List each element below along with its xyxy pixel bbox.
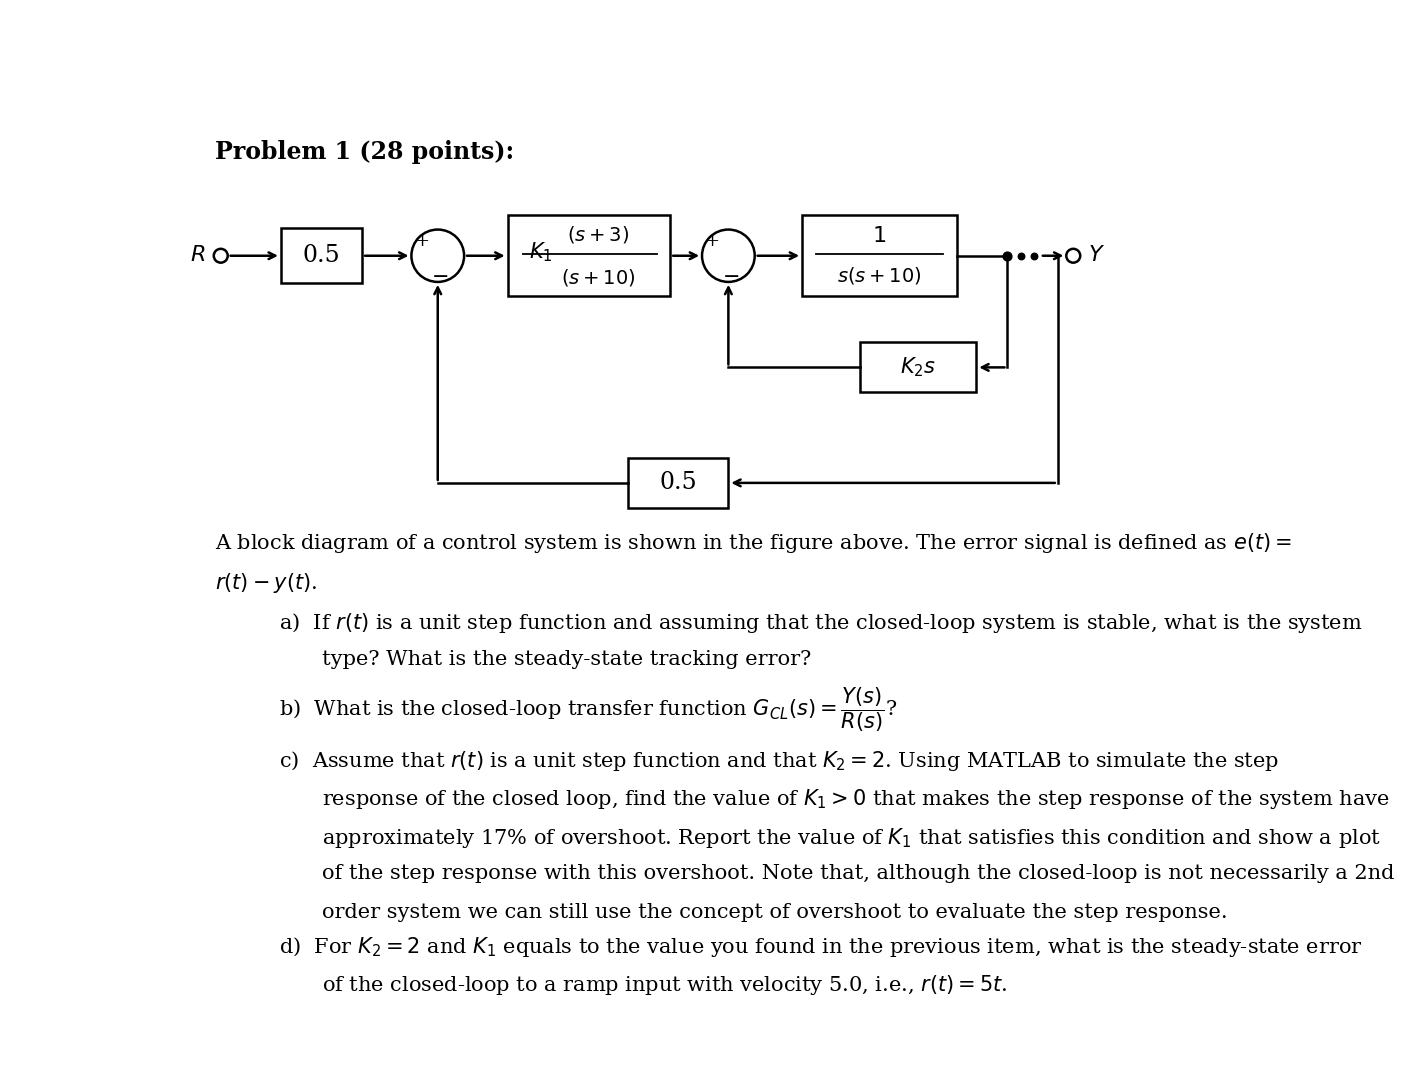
Circle shape xyxy=(412,229,465,281)
Text: approximately 17% of overshoot. Report the value of $K_1$ that satisfies this co: approximately 17% of overshoot. Report t… xyxy=(322,825,1381,850)
Text: $1$: $1$ xyxy=(872,225,886,246)
Text: type? What is the steady-state tracking error?: type? What is the steady-state tracking … xyxy=(322,650,811,669)
Text: of the step response with this overshoot. Note that, although the closed-loop is: of the step response with this overshoot… xyxy=(322,865,1394,883)
FancyBboxPatch shape xyxy=(861,342,976,392)
Text: $-$: $-$ xyxy=(722,266,740,286)
FancyBboxPatch shape xyxy=(507,215,670,296)
Circle shape xyxy=(703,229,755,281)
Text: c)  Assume that $r(t)$ is a unit step function and that $K_2 = 2$. Using MATLAB : c) Assume that $r(t)$ is a unit step fun… xyxy=(279,748,1278,773)
Circle shape xyxy=(1066,248,1080,262)
Text: $s(s + 10)$: $s(s + 10)$ xyxy=(836,265,922,287)
Point xyxy=(1022,247,1045,264)
Text: b)  What is the closed-loop transfer function $G_{CL}(s) = \dfrac{Y(s)}{R(s)}$?: b) What is the closed-loop transfer func… xyxy=(279,685,898,733)
Text: $K_2 s$: $K_2 s$ xyxy=(901,356,936,379)
Text: $(s + 10)$: $(s + 10)$ xyxy=(561,266,636,288)
Text: $K_1$: $K_1$ xyxy=(529,241,553,264)
FancyBboxPatch shape xyxy=(281,228,362,284)
Text: d)  For $K_2 = 2$ and $K_1$ equals to the value you found in the previous item, : d) For $K_2 = 2$ and $K_1$ equals to the… xyxy=(279,935,1362,959)
FancyBboxPatch shape xyxy=(802,215,958,296)
Text: 0.5: 0.5 xyxy=(302,244,341,268)
Text: Problem 1 (28 points):: Problem 1 (28 points): xyxy=(215,141,514,164)
Text: $R$: $R$ xyxy=(190,244,205,266)
FancyBboxPatch shape xyxy=(627,458,728,507)
Text: a)  If $r(t)$ is a unit step function and assuming that the closed-loop system i: a) If $r(t)$ is a unit step function and… xyxy=(279,612,1362,635)
Text: $r(t) - y(t)$.: $r(t) - y(t)$. xyxy=(215,571,318,596)
Text: 0.5: 0.5 xyxy=(660,471,697,495)
Text: $Y$: $Y$ xyxy=(1087,244,1104,266)
Text: order system we can still use the concept of overshoot to evaluate the step resp: order system we can still use the concep… xyxy=(322,903,1227,921)
Point xyxy=(1009,247,1032,264)
Circle shape xyxy=(214,248,228,262)
Text: +: + xyxy=(704,232,720,251)
Text: response of the closed loop, find the value of $K_1 > 0$ that makes the step res: response of the closed loop, find the va… xyxy=(322,787,1389,811)
Text: $-$: $-$ xyxy=(432,266,449,286)
Text: $(s + 3)$: $(s + 3)$ xyxy=(567,224,630,245)
Text: +: + xyxy=(415,232,429,251)
Text: A block diagram of a control system is shown in the figure above. The error sign: A block diagram of a control system is s… xyxy=(215,531,1292,555)
Text: of the closed-loop to a ramp input with velocity 5.0, i.e., $r(t) = 5t$.: of the closed-loop to a ramp input with … xyxy=(322,973,1007,998)
Point xyxy=(996,247,1019,264)
